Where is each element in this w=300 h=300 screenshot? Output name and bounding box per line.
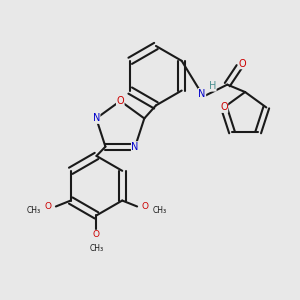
- Text: N: N: [131, 142, 139, 152]
- Text: O: O: [116, 96, 124, 106]
- Text: O: O: [220, 102, 228, 112]
- Text: CH₃: CH₃: [152, 206, 167, 215]
- Text: CH₃: CH₃: [26, 206, 41, 215]
- Text: N: N: [93, 113, 100, 123]
- Text: O: O: [238, 59, 246, 69]
- Text: CH₃: CH₃: [89, 244, 103, 253]
- Text: H: H: [209, 81, 216, 91]
- Text: O: O: [45, 202, 52, 211]
- Text: O: O: [93, 230, 100, 239]
- Text: O: O: [141, 202, 148, 211]
- Text: N: N: [198, 88, 206, 98]
